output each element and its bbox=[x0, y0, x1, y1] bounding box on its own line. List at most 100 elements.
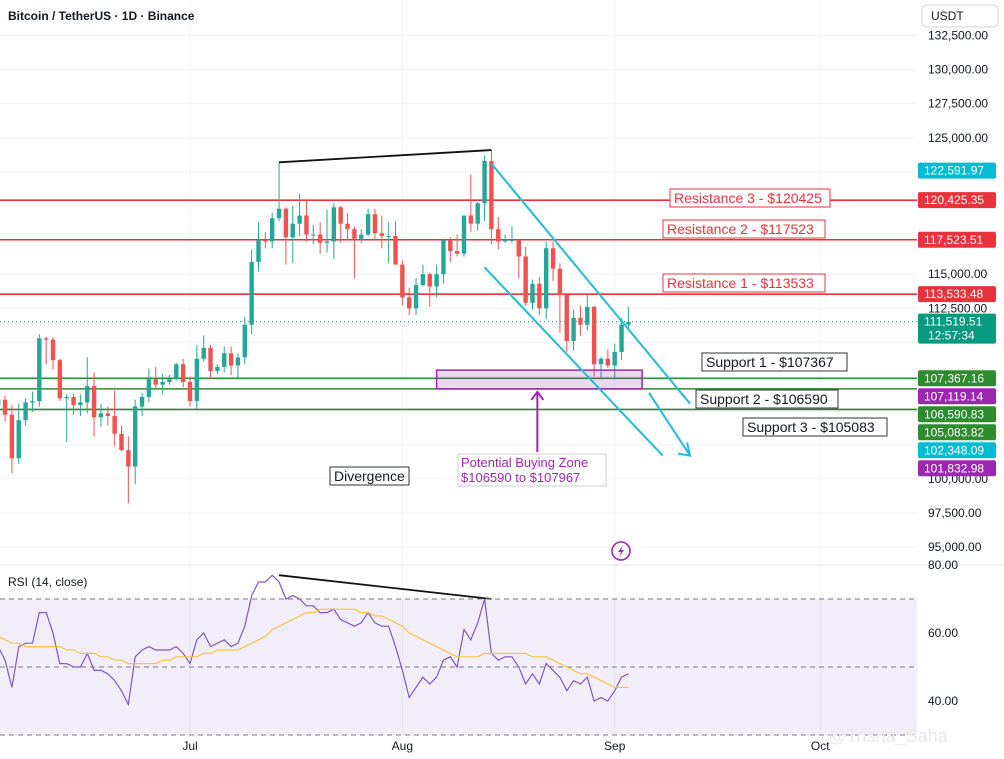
buying-zone-label[interactable]: Potential Buying Zone$106590 to $107967 bbox=[457, 453, 607, 487]
candle[interactable] bbox=[591, 305, 597, 377]
candle[interactable] bbox=[105, 406, 110, 426]
candle[interactable] bbox=[427, 272, 432, 307]
candle[interactable] bbox=[557, 263, 563, 333]
candle[interactable] bbox=[564, 293, 569, 352]
candle[interactable] bbox=[256, 222, 261, 272]
channel-arrow-line[interactable] bbox=[648, 392, 691, 457]
support-label[interactable]: Support 2 - $106590 bbox=[695, 389, 839, 409]
candle[interactable] bbox=[400, 260, 405, 306]
candle[interactable] bbox=[311, 225, 316, 245]
candle[interactable] bbox=[235, 353, 241, 378]
candle[interactable] bbox=[509, 226, 515, 243]
candle[interactable] bbox=[407, 287, 412, 316]
candle[interactable] bbox=[317, 222, 323, 254]
rsi-pane[interactable] bbox=[0, 574, 917, 736]
currency-button[interactable]: USDT bbox=[921, 4, 999, 28]
candle[interactable] bbox=[544, 241, 549, 320]
candle[interactable] bbox=[201, 335, 206, 362]
support-label[interactable]: Support 3 - $105083 bbox=[742, 417, 888, 437]
candle[interactable] bbox=[112, 390, 117, 447]
candle[interactable] bbox=[523, 246, 528, 306]
candle[interactable] bbox=[276, 162, 282, 221]
candle[interactable] bbox=[372, 208, 378, 241]
candle[interactable] bbox=[57, 358, 63, 402]
divergence-label[interactable]: Divergence bbox=[329, 466, 410, 486]
candle[interactable] bbox=[352, 226, 357, 279]
candle[interactable] bbox=[16, 403, 21, 464]
candle[interactable] bbox=[119, 425, 124, 452]
candle[interactable] bbox=[139, 392, 145, 417]
candle[interactable] bbox=[365, 208, 371, 236]
candle[interactable] bbox=[345, 212, 350, 241]
candle[interactable] bbox=[324, 210, 330, 253]
candle[interactable] bbox=[2, 395, 8, 422]
candle[interactable] bbox=[338, 205, 343, 243]
candle[interactable] bbox=[91, 372, 97, 437]
candle[interactable] bbox=[160, 373, 165, 395]
candle[interactable] bbox=[331, 203, 337, 260]
candle[interactable] bbox=[215, 364, 220, 374]
candle[interactable] bbox=[461, 215, 467, 257]
candle[interactable] bbox=[571, 309, 576, 351]
candlestick-series[interactable] bbox=[0, 150, 631, 504]
candle[interactable] bbox=[242, 316, 247, 365]
candle[interactable] bbox=[98, 403, 104, 427]
candle[interactable] bbox=[222, 346, 227, 373]
candle[interactable] bbox=[475, 201, 480, 231]
candle[interactable] bbox=[489, 150, 494, 245]
candle[interactable] bbox=[496, 216, 501, 250]
buying-zone-box[interactable] bbox=[435, 369, 643, 390]
candle[interactable] bbox=[249, 249, 254, 335]
candle[interactable] bbox=[304, 199, 309, 242]
price-divergence-line[interactable] bbox=[278, 149, 492, 164]
candle[interactable] bbox=[50, 336, 56, 370]
resistance-label[interactable]: Resistance 3 - $120425 bbox=[669, 188, 831, 208]
candle[interactable] bbox=[626, 306, 631, 331]
candle[interactable] bbox=[550, 241, 556, 281]
candle[interactable] bbox=[386, 222, 391, 264]
candle[interactable] bbox=[167, 375, 172, 385]
candle[interactable] bbox=[263, 231, 268, 249]
candle[interactable] bbox=[283, 207, 289, 265]
candle[interactable] bbox=[605, 349, 611, 369]
candle[interactable] bbox=[133, 399, 138, 485]
channel-lower-line[interactable] bbox=[483, 266, 664, 457]
channel-upper-line[interactable] bbox=[490, 163, 691, 405]
candle[interactable] bbox=[37, 334, 42, 407]
candle[interactable] bbox=[468, 174, 474, 232]
rsi-line[interactable] bbox=[0, 574, 629, 707]
candle[interactable] bbox=[379, 215, 384, 249]
candle[interactable] bbox=[297, 193, 302, 236]
candle[interactable] bbox=[434, 264, 439, 298]
candle[interactable] bbox=[290, 205, 295, 264]
alert-icon[interactable] bbox=[611, 541, 631, 561]
candle[interactable] bbox=[208, 345, 213, 380]
candle[interactable] bbox=[43, 336, 49, 365]
candle[interactable] bbox=[448, 237, 453, 262]
rsi-ma-line[interactable] bbox=[0, 608, 629, 689]
candle[interactable] bbox=[9, 405, 15, 474]
candle[interactable] bbox=[393, 220, 398, 265]
candle[interactable] bbox=[71, 394, 76, 415]
candle[interactable] bbox=[420, 264, 426, 287]
drawings[interactable]: Resistance 3 - $120425 Resistance 2 - $11… bbox=[278, 149, 888, 600]
candle[interactable] bbox=[85, 357, 90, 414]
candle[interactable] bbox=[228, 346, 234, 376]
candle[interactable] bbox=[180, 358, 186, 388]
candle[interactable] bbox=[30, 391, 35, 412]
candle[interactable] bbox=[530, 279, 535, 310]
candle[interactable] bbox=[537, 276, 542, 316]
candle[interactable] bbox=[174, 362, 179, 381]
candle[interactable] bbox=[23, 398, 28, 426]
candle[interactable] bbox=[585, 294, 590, 331]
candle[interactable] bbox=[441, 238, 446, 284]
candle[interactable] bbox=[612, 343, 617, 380]
candle[interactable] bbox=[64, 394, 69, 442]
candle[interactable] bbox=[194, 345, 200, 410]
candle[interactable] bbox=[482, 155, 487, 221]
candle[interactable] bbox=[598, 357, 604, 378]
rsi-divergence-line[interactable] bbox=[278, 574, 492, 600]
candle[interactable] bbox=[359, 229, 364, 243]
candle[interactable] bbox=[578, 305, 583, 336]
